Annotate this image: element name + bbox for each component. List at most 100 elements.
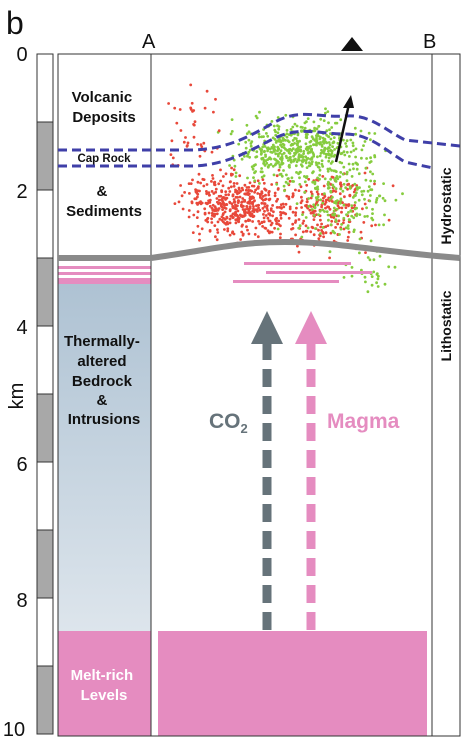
melt-rich-label: Melt-rich Levels — [71, 667, 138, 704]
seismicity-dot — [363, 197, 366, 201]
seismicity-dot — [264, 155, 267, 158]
seismicity-dot — [354, 155, 357, 159]
seismicity-dot — [323, 192, 326, 196]
seismicity-dot — [302, 149, 306, 153]
seismicity-dot — [169, 153, 173, 157]
seismicity-dot — [184, 136, 187, 139]
seismicity-dot — [330, 169, 333, 172]
seismicity-dot — [329, 148, 333, 152]
seismicity-dot — [348, 187, 352, 190]
seismicity-dot — [210, 150, 214, 154]
seismicity-dot — [336, 222, 340, 226]
seismicity-dot — [303, 180, 307, 184]
seismicity-dot — [346, 224, 350, 228]
seismicity-dot — [246, 154, 249, 158]
seismicity-dot — [340, 151, 344, 155]
seismicity-dot — [310, 135, 314, 139]
seismicity-dot — [277, 168, 281, 172]
seismicity-dot — [276, 124, 279, 128]
seismicity-dot — [300, 195, 303, 199]
seismicity-dot — [294, 221, 297, 224]
seismicity-dot — [254, 170, 257, 173]
seismicity-dot — [196, 180, 200, 184]
seismicity-dot — [266, 134, 270, 138]
seismicity-dot — [291, 147, 295, 151]
seismicity-dot — [302, 219, 306, 223]
seismicity-dot — [282, 151, 286, 155]
seismicity-dot — [284, 202, 288, 206]
seismicity-dot — [305, 204, 308, 207]
seismicity-dot — [394, 198, 398, 202]
seismicity-dot — [273, 194, 277, 198]
seismicity-dot — [350, 266, 354, 269]
seismicity-dot — [291, 222, 295, 226]
seismicity-dot — [267, 193, 271, 197]
seismicity-dot — [247, 130, 251, 134]
seismicity-dot — [373, 132, 377, 135]
seismicity-dot — [224, 198, 227, 201]
seismicity-dot — [199, 181, 203, 185]
seismicity-dot — [218, 201, 222, 205]
seismicity-dot — [310, 194, 314, 198]
seismicity-dot — [366, 290, 370, 294]
seismicity-dot — [216, 220, 220, 224]
seismicity-dot — [196, 192, 200, 196]
seismicity-dot — [317, 237, 321, 241]
seismicity-dot — [339, 187, 343, 191]
seismicity-dot — [298, 176, 301, 180]
seismicity-dot — [328, 197, 332, 201]
seismicity-dot — [326, 224, 330, 228]
seismicity-dot — [252, 205, 255, 208]
seismicity-dot — [247, 150, 251, 154]
seismicity-dot — [216, 231, 220, 234]
seismicity-dot — [235, 182, 239, 185]
seismicity-dot — [295, 171, 298, 174]
seismicity-dot — [393, 265, 397, 269]
seismicity-dot — [313, 126, 316, 130]
seismicity-dot — [302, 159, 306, 162]
seismicity-dot — [297, 158, 301, 162]
seismicity-dot — [301, 230, 305, 234]
seismicity-dot — [262, 213, 265, 216]
seismicity-dot — [240, 186, 244, 190]
seismicity-dot — [191, 231, 195, 235]
seismicity-dot — [222, 216, 225, 220]
seismicity-dot — [281, 162, 285, 165]
seismicity-dot — [292, 180, 295, 183]
seismicity-dot — [381, 196, 385, 200]
seismicity-dot — [198, 189, 201, 193]
seismicity-dot — [337, 206, 341, 210]
seismicity-dot — [264, 193, 267, 197]
seismicity-dot — [221, 208, 225, 212]
seismicity-dot — [291, 210, 295, 214]
interface-line — [58, 238, 461, 261]
seismicity-dot — [329, 177, 333, 181]
seismicity-dot — [260, 157, 264, 161]
seismicity-dot — [285, 135, 289, 139]
seismicity-dot — [313, 209, 317, 213]
seismicity-dot — [327, 149, 330, 153]
seismicity-dot — [337, 219, 341, 223]
seismicity-dot — [221, 213, 225, 217]
seismicity-dot — [345, 203, 349, 207]
seismicity-dot — [378, 254, 382, 258]
seismicity-dot — [359, 129, 363, 133]
seismicity-dot — [205, 190, 208, 193]
seismicity-dot — [319, 117, 323, 121]
seismicity-dot — [387, 265, 391, 269]
seismicity-dot — [311, 226, 315, 230]
seismicity-dot — [308, 161, 311, 165]
seismicity-dot — [297, 156, 301, 160]
seismicity-dot — [216, 200, 219, 204]
seismicity-dot — [280, 157, 284, 160]
seismicity-dot — [321, 165, 325, 168]
seismicity-dot — [305, 166, 309, 170]
seismicity-dot — [351, 196, 355, 199]
seismicity-dot — [224, 193, 228, 197]
seismicity-dot — [211, 174, 214, 177]
seismicity-dot — [269, 163, 273, 166]
seismicity-dot — [330, 175, 334, 179]
seismicity-dot — [363, 140, 367, 143]
seismicity-dot — [353, 182, 357, 186]
seismicity-dot — [294, 233, 297, 237]
